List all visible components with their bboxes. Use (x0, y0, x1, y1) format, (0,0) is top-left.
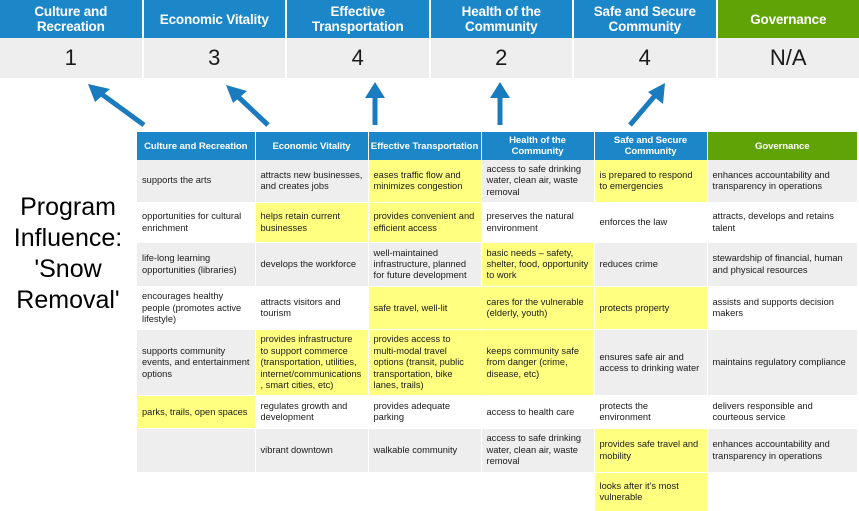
arrow-up-left-icon-2 (226, 85, 268, 125)
matrix-cell: keeps community safe from danger (crime,… (481, 330, 594, 396)
arrow-up-right-icon-5 (630, 83, 665, 125)
scorecard-value-economic-vitality: 3 (144, 38, 288, 78)
scorecard-header-safe-and-secure-community: Safe and Secure Community (574, 0, 718, 38)
matrix-header-effective-transportation: Effective Transportation (368, 132, 481, 160)
matrix-cell: provides access to multi-modal travel op… (368, 330, 481, 396)
scorecard-header-effective-transportation: Effective Transportation (287, 0, 431, 38)
matrix-cell: maintains regulatory compliance (707, 330, 857, 396)
matrix-cell: supports the arts (137, 160, 255, 203)
matrix-cell: safe travel, well-lit (368, 287, 481, 330)
scorecard-value-safe-and-secure-community: 4 (574, 38, 718, 78)
matrix-cell: provides safe travel and mobility (594, 429, 707, 472)
matrix-cell: walkable community (368, 429, 481, 472)
matrix-cell: provides infrastructure to support comme… (255, 330, 368, 396)
matrix-cell (137, 472, 255, 511)
matrix-cell: encourages healthy people (promotes acti… (137, 287, 255, 330)
scorecard-value-row: 1 3 4 2 4 N/A (0, 38, 859, 78)
scorecard-value-culture-and-recreation: 1 (0, 38, 144, 78)
matrix-cell: protects property (594, 287, 707, 330)
matrix-cell: supports community events, and entertain… (137, 330, 255, 396)
matrix-cell: is prepared to respond to emergencies (594, 160, 707, 203)
matrix-cell: enforces the law (594, 203, 707, 243)
matrix-cell: life-long learning opportunities (librar… (137, 243, 255, 287)
matrix-header-row: Culture and Recreation Economic Vitality… (137, 132, 857, 160)
matrix-cell: attracts new businesses, and creates job… (255, 160, 368, 203)
matrix-cell: regulates growth and development (255, 396, 368, 429)
matrix-cell: access to safe drinking water, clean air… (481, 429, 594, 472)
matrix-header-governance: Governance (707, 132, 857, 160)
scorecard-summary: Culture and Recreation Economic Vitality… (0, 0, 859, 78)
matrix-cell: develops the workforce (255, 243, 368, 287)
matrix-cell: access to safe drinking water, clean air… (481, 160, 594, 203)
matrix-cell: protects the environment (594, 396, 707, 429)
matrix-cell: enhances accountability and transparency… (707, 429, 857, 472)
caption-line-3: 'Snow (2, 254, 134, 285)
scorecard-header-health-of-the-community: Health of the Community (431, 0, 575, 38)
matrix-cell: opportunities for cultural enrichment (137, 203, 255, 243)
caption-line-4: Removal' (2, 285, 134, 316)
table-row: looks after it's most vulnerable (137, 472, 857, 511)
matrix-header-economic-vitality: Economic Vitality (255, 132, 368, 160)
arrow-up-left-icon-1 (88, 84, 144, 125)
scorecard-header-economic-vitality: Economic Vitality (144, 0, 288, 38)
matrix-cell: provides adequate parking (368, 396, 481, 429)
caption-line-1: Program (2, 192, 134, 223)
arrow-up-icon-4 (490, 82, 510, 125)
matrix-cell (137, 429, 255, 472)
scorecard-header-row: Culture and Recreation Economic Vitality… (0, 0, 859, 38)
matrix-header-safe-and-secure-community: Safe and Secure Community (594, 132, 707, 160)
scorecard-header-governance: Governance (718, 0, 859, 38)
matrix-cell: attracts visitors and tourism (255, 287, 368, 330)
matrix-cell: vibrant downtown (255, 429, 368, 472)
matrix-cell (707, 472, 857, 511)
scorecard-header-culture-and-recreation: Culture and Recreation (0, 0, 144, 38)
arrow-up-icon-3 (365, 82, 385, 125)
caption-line-2: Influence: (2, 223, 134, 254)
table-row: supports community events, and entertain… (137, 330, 857, 396)
matrix-cell: well-maintained infrastructure, planned … (368, 243, 481, 287)
matrix-cell (255, 472, 368, 511)
matrix-header-health-of-the-community: Health of the Community (481, 132, 594, 160)
table-row: life-long learning opportunities (librar… (137, 243, 857, 287)
program-influence-caption: Program Influence: 'Snow Removal' (2, 192, 134, 316)
matrix-cell: preserves the natural environment (481, 203, 594, 243)
scorecard-value-governance: N/A (718, 38, 859, 78)
table-row: encourages healthy people (promotes acti… (137, 287, 857, 330)
matrix-cell: assists and supports decision makers (707, 287, 857, 330)
matrix-cell (368, 472, 481, 511)
matrix-header-culture-and-recreation: Culture and Recreation (137, 132, 255, 160)
matrix-cell: basic needs – safety, shelter, food, opp… (481, 243, 594, 287)
matrix-cell: looks after it's most vulnerable (594, 472, 707, 511)
matrix-cell: enhances accountability and transparency… (707, 160, 857, 203)
matrix-cell: provides convenient and efficient access (368, 203, 481, 243)
outcomes-matrix-table: Culture and Recreation Economic Vitality… (137, 132, 858, 511)
matrix-cell: delivers responsible and courteous servi… (707, 396, 857, 429)
matrix-cell: cares for the vulnerable (elderly, youth… (481, 287, 594, 330)
matrix-cell: ensures safe air and access to drinking … (594, 330, 707, 396)
matrix-cell: stewardship of financial, human and phys… (707, 243, 857, 287)
matrix-cell (481, 472, 594, 511)
matrix-cell: access to health care (481, 396, 594, 429)
matrix-cell: eases traffic flow and minimizes congest… (368, 160, 481, 203)
scorecard-value-health-of-the-community: 2 (431, 38, 575, 78)
scorecard-value-effective-transportation: 4 (287, 38, 431, 78)
matrix-cell: parks, trails, open spaces (137, 396, 255, 429)
matrix-cell: reduces crime (594, 243, 707, 287)
matrix-cell: attracts, develops and retains talent (707, 203, 857, 243)
arrow-group (0, 78, 859, 133)
matrix-cell: helps retain current businesses (255, 203, 368, 243)
